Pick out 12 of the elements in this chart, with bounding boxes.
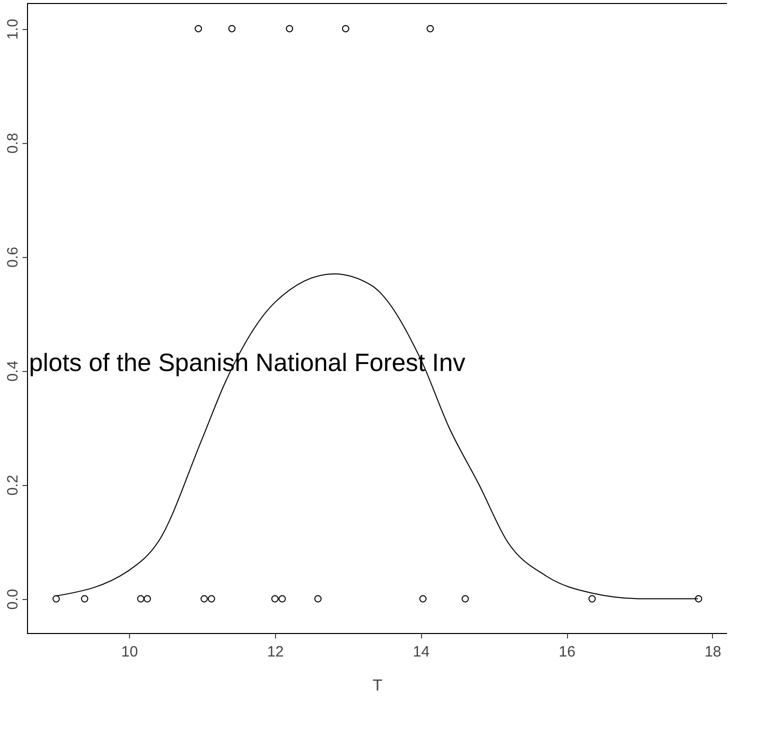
y-tick-label: 0.2 bbox=[4, 474, 22, 496]
y-tick-label: 0.4 bbox=[4, 360, 22, 382]
x-tick-label: 10 bbox=[121, 644, 138, 660]
x-tick-label: 18 bbox=[704, 644, 722, 660]
y-tick-label: 0.0 bbox=[4, 588, 22, 610]
x-tick-label: 16 bbox=[558, 644, 576, 660]
x-tick-label: 14 bbox=[412, 644, 430, 660]
y-tick-label: 0.6 bbox=[4, 246, 22, 268]
y-tick-label: 0.8 bbox=[4, 132, 22, 154]
x-axis-title: T bbox=[372, 678, 383, 694]
y-tick-label: 1.0 bbox=[4, 18, 22, 40]
x-tick-label: 12 bbox=[267, 644, 284, 660]
